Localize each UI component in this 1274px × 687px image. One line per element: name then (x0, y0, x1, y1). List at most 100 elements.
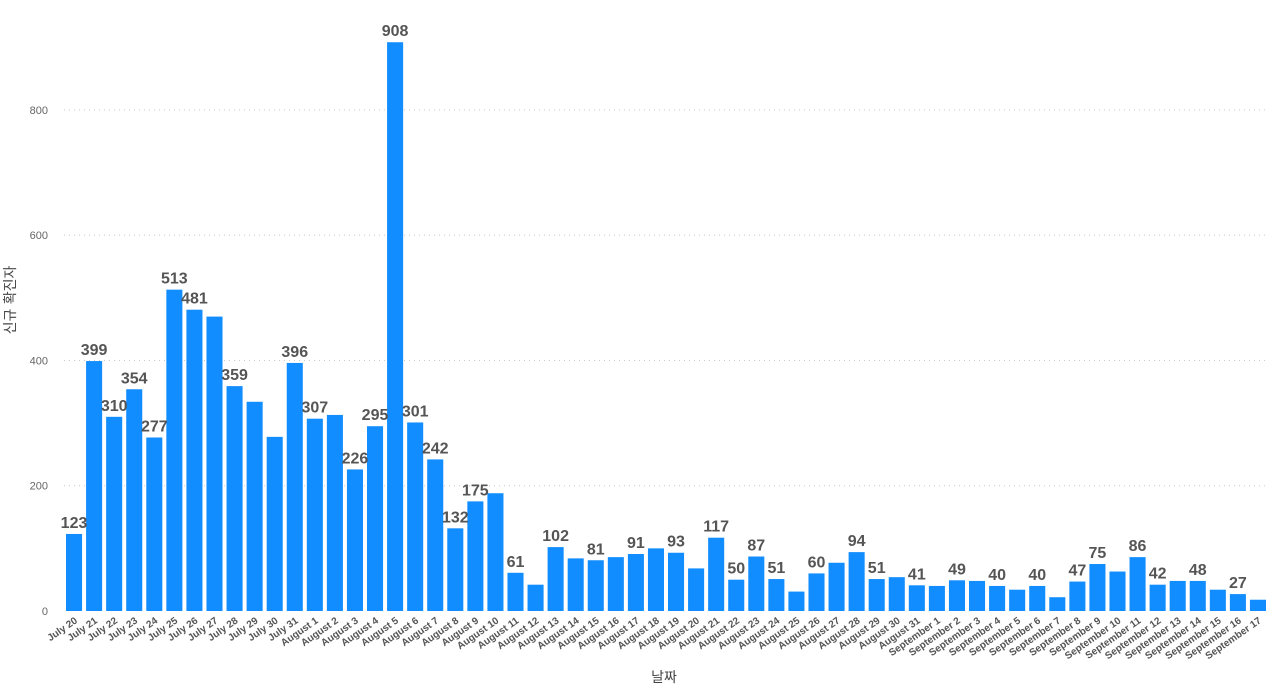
bar (487, 493, 504, 611)
bar (126, 389, 143, 611)
bar (106, 416, 123, 611)
data-label: 354 (121, 370, 148, 387)
bar (306, 418, 323, 611)
bar (848, 552, 865, 611)
bar (286, 362, 303, 611)
bar (146, 437, 163, 611)
data-label: 51 (868, 560, 886, 577)
bar (688, 568, 705, 611)
bar (547, 547, 564, 611)
bar (527, 584, 544, 611)
data-label: 242 (422, 440, 449, 457)
data-label: 175 (462, 482, 489, 499)
bar (346, 469, 363, 611)
bar (1149, 584, 1166, 611)
bar (748, 556, 765, 611)
bar (407, 422, 424, 611)
data-label: 49 (948, 561, 966, 578)
bar (948, 580, 965, 611)
bar (627, 553, 644, 611)
bar (447, 528, 464, 611)
bar (708, 537, 725, 611)
bar (1209, 589, 1226, 611)
bar (226, 386, 243, 611)
bar (186, 309, 203, 611)
data-label: 41 (908, 566, 926, 583)
bar (1069, 581, 1086, 611)
bar (587, 560, 604, 611)
data-label: 513 (161, 271, 188, 288)
data-label: 301 (402, 403, 429, 420)
data-label: 47 (1068, 563, 1086, 580)
data-label: 359 (221, 367, 248, 384)
data-label: 399 (81, 342, 108, 359)
data-label: 123 (61, 515, 88, 532)
data-label: 277 (141, 418, 168, 435)
data-labels: 123 399 310 354 277 513 481 359 396 307 226 295 908 3… (61, 23, 1247, 592)
bar (86, 361, 103, 611)
bar (928, 585, 945, 611)
data-label: 50 (727, 561, 745, 578)
y-axis-title: 신규 확진자 (3, 265, 19, 334)
bar (507, 572, 524, 611)
bar (467, 501, 484, 611)
data-label: 226 (342, 450, 369, 467)
bar (206, 316, 223, 611)
data-label: 81 (587, 541, 605, 558)
bar (908, 585, 925, 611)
y-tick-label: 0 (42, 606, 48, 618)
data-label: 75 (1089, 545, 1107, 562)
data-label: 61 (507, 554, 525, 571)
data-label: 48 (1189, 562, 1207, 579)
bar (1229, 594, 1246, 611)
bar (367, 426, 384, 611)
data-label: 117 (703, 519, 729, 536)
bar (1029, 585, 1046, 611)
bar (1129, 557, 1146, 611)
data-label: 40 (1028, 567, 1046, 584)
bar (387, 42, 404, 611)
data-label: 87 (747, 538, 765, 555)
bar (1009, 589, 1026, 611)
data-label: 60 (808, 554, 826, 571)
bar (427, 459, 444, 611)
bar (607, 557, 624, 611)
bar (1169, 580, 1186, 611)
y-tick-label: 600 (30, 230, 48, 242)
bar (266, 436, 283, 611)
bar (868, 579, 885, 611)
bar (728, 579, 745, 611)
x-axis-title: 날짜 (651, 670, 677, 686)
data-label: 132 (442, 509, 469, 526)
data-label: 93 (667, 534, 685, 551)
bar (326, 414, 343, 611)
data-label: 396 (281, 344, 308, 361)
bar (166, 289, 183, 611)
data-label: 40 (988, 567, 1006, 584)
y-tick-label: 200 (30, 481, 48, 493)
bar (788, 591, 805, 611)
bar (828, 562, 845, 611)
data-label: 102 (542, 528, 569, 545)
bar (989, 585, 1006, 611)
bar (567, 558, 584, 611)
bar (1189, 580, 1206, 611)
data-label: 481 (181, 291, 208, 308)
data-label: 94 (848, 533, 866, 550)
bar (668, 552, 685, 611)
data-label: 908 (382, 23, 409, 40)
y-axis-ticks: 0 200 400 600 800 (30, 105, 48, 618)
data-label: 42 (1149, 566, 1167, 583)
data-label: 310 (101, 398, 128, 415)
bars (66, 42, 1266, 611)
bar (647, 548, 664, 611)
data-label: 295 (362, 407, 389, 424)
data-label: 307 (301, 400, 328, 417)
bar (888, 577, 905, 611)
data-label: 91 (627, 535, 645, 552)
bar (969, 580, 986, 611)
gridlines (64, 109, 1268, 487)
y-tick-label: 400 (30, 355, 48, 367)
data-label: 27 (1229, 575, 1247, 592)
